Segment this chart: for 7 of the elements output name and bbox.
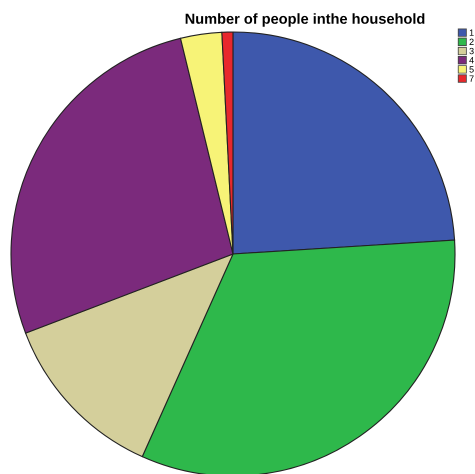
legend-label: 3 bbox=[469, 48, 474, 54]
legend-label: 2 bbox=[470, 38, 474, 45]
chart-title: Number of people inthe household bbox=[186, 13, 424, 27]
legend-label: 5 bbox=[469, 66, 474, 73]
legend-label: 7 bbox=[470, 75, 474, 82]
legend-label: 1 bbox=[470, 30, 474, 36]
legend-label: 4 bbox=[469, 57, 474, 64]
